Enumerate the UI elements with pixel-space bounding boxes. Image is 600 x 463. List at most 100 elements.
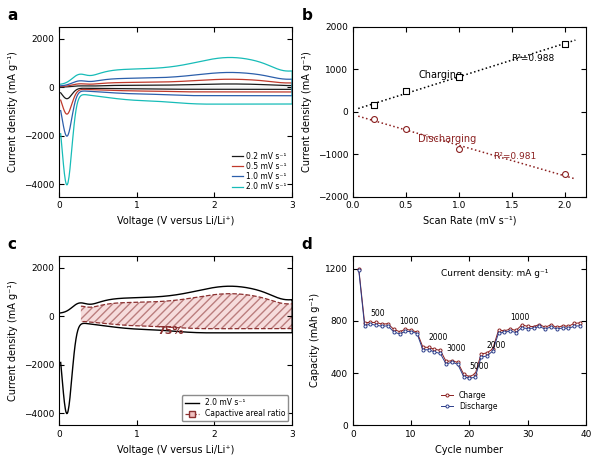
Discharge	[384, 323, 391, 329]
Point	[560, 171, 569, 178]
0.2 mV s⁻¹	[158, 86, 166, 92]
Charge	[448, 358, 455, 363]
Charge	[390, 326, 397, 332]
0.2 mV s⁻¹	[57, 84, 64, 90]
Text: 1000: 1000	[400, 317, 419, 326]
Discharge	[565, 325, 572, 331]
Charge	[524, 324, 532, 329]
Discharge	[454, 362, 461, 367]
Discharge	[407, 329, 415, 334]
Discharge	[437, 350, 444, 356]
Text: 2000: 2000	[487, 341, 506, 350]
Charge	[518, 322, 526, 328]
Polygon shape	[81, 294, 292, 329]
Text: 5000: 5000	[469, 362, 489, 371]
Line: 2.0 mV s⁻¹: 2.0 mV s⁻¹	[61, 57, 292, 185]
Charge	[559, 323, 566, 329]
0.5 mV s⁻¹	[104, 80, 112, 86]
2.0 mV s⁻¹	[245, 56, 252, 62]
Discharge	[425, 347, 432, 352]
Point	[370, 116, 379, 123]
Discharge	[536, 324, 543, 329]
Discharge	[443, 361, 450, 367]
X-axis label: Scan Rate (mV s⁻¹): Scan Rate (mV s⁻¹)	[422, 216, 516, 226]
Charge	[460, 371, 467, 377]
0.5 mV s⁻¹	[63, 111, 70, 117]
Line: 0.2 mV s⁻¹: 0.2 mV s⁻¹	[61, 84, 292, 99]
Discharge	[518, 325, 526, 331]
0.5 mV s⁻¹	[226, 76, 233, 82]
Charge	[419, 344, 427, 350]
Discharge	[379, 324, 386, 329]
Charge	[379, 321, 386, 327]
Discharge	[367, 321, 374, 327]
2.0 mV s⁻¹	[57, 131, 64, 137]
Charge	[373, 319, 380, 325]
0.5 mV s⁻¹	[57, 97, 64, 103]
Charge	[506, 326, 514, 332]
Charge	[425, 344, 432, 350]
1.0 mV s⁻¹	[245, 70, 252, 76]
0.2 mV s⁻¹	[104, 83, 112, 88]
Charge	[472, 371, 479, 377]
Text: Discharging: Discharging	[418, 134, 476, 144]
Charge	[437, 348, 444, 353]
Text: 3000: 3000	[446, 344, 466, 353]
Charge	[547, 322, 554, 328]
Line: Discharge: Discharge	[357, 269, 581, 380]
Charge	[489, 346, 496, 351]
Discharge	[448, 359, 455, 365]
Discharge	[506, 328, 514, 334]
Charge	[571, 320, 578, 326]
0.5 mV s⁻¹	[262, 78, 269, 84]
X-axis label: Cycle number: Cycle number	[436, 444, 503, 455]
Charge	[396, 329, 403, 334]
Text: 500: 500	[370, 309, 385, 318]
Text: Current density: mA g⁻¹: Current density: mA g⁻¹	[442, 269, 549, 278]
Discharge	[478, 354, 485, 360]
Charge	[355, 266, 362, 271]
0.2 mV s⁻¹	[245, 81, 252, 87]
Charge	[413, 329, 421, 335]
Discharge	[390, 329, 397, 335]
2.0 mV s⁻¹	[63, 182, 70, 188]
Y-axis label: Current density (mA g⁻¹): Current density (mA g⁻¹)	[8, 280, 19, 401]
Charge	[512, 328, 520, 333]
Line: 0.5 mV s⁻¹: 0.5 mV s⁻¹	[61, 79, 292, 114]
1.0 mV s⁻¹	[202, 93, 209, 99]
Charge	[367, 319, 374, 325]
Text: 75%: 75%	[157, 325, 184, 336]
2.0 mV s⁻¹	[151, 99, 158, 104]
Discharge	[559, 325, 566, 331]
2.0 mV s⁻¹	[57, 81, 64, 87]
Charge	[384, 321, 391, 326]
2.0 mV s⁻¹	[158, 99, 166, 105]
Charge	[431, 346, 438, 352]
1.0 mV s⁻¹	[226, 69, 233, 75]
Charge	[536, 322, 543, 327]
Discharge	[547, 324, 554, 330]
Discharge	[571, 323, 578, 329]
Text: 1000: 1000	[510, 313, 530, 322]
0.5 mV s⁻¹	[158, 88, 166, 94]
Discharge	[396, 331, 403, 337]
1.0 mV s⁻¹	[57, 108, 64, 113]
Text: d: d	[302, 237, 313, 252]
Point	[401, 126, 410, 133]
Y-axis label: Current density (mA g⁻¹): Current density (mA g⁻¹)	[8, 51, 19, 172]
Discharge	[361, 323, 368, 328]
Charge	[565, 324, 572, 329]
Discharge	[373, 322, 380, 328]
X-axis label: Voltage (V versus Li/Li⁺): Voltage (V versus Li/Li⁺)	[117, 216, 235, 226]
1.0 mV s⁻¹	[151, 92, 158, 97]
0.5 mV s⁻¹	[57, 84, 64, 89]
Charge	[495, 327, 502, 333]
Charge	[553, 325, 560, 330]
Charge	[484, 350, 491, 356]
0.2 mV s⁻¹	[262, 82, 269, 88]
Text: b: b	[302, 8, 313, 23]
Text: c: c	[8, 237, 17, 252]
Point	[454, 145, 464, 152]
Discharge	[524, 326, 532, 332]
Y-axis label: Capacity (mAh g⁻¹): Capacity (mAh g⁻¹)	[310, 294, 320, 388]
